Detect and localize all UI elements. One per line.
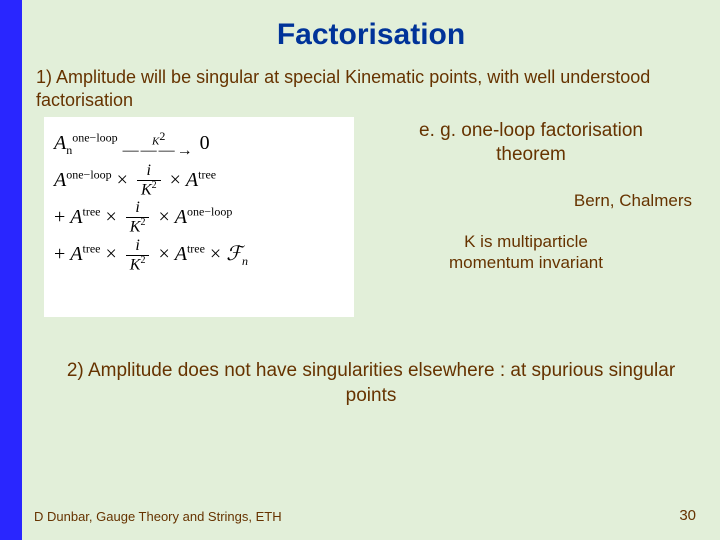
f-A: A: [54, 132, 66, 154]
slide-title: Factorisation: [22, 18, 720, 52]
theorem-l2: theorem: [496, 144, 566, 165]
f-A7: A: [175, 243, 187, 265]
f-A4: A: [70, 206, 82, 228]
page-number: 30: [679, 507, 696, 524]
bullet-1: 1) Amplitude will be singular at special…: [36, 66, 702, 111]
f-A2: A: [54, 169, 66, 191]
f-x1: ×: [117, 169, 128, 191]
f-ol2: one−loop: [66, 167, 111, 181]
f-x4: ×: [158, 206, 169, 228]
f-ol: one−loop: [72, 130, 117, 144]
f-tr3: tree: [83, 242, 101, 256]
frac-2: iK2: [126, 200, 150, 236]
citation: Bern, Chalmers: [360, 191, 692, 211]
left-sidebar: [0, 0, 22, 540]
note-text: K is multiparticle momentum invariant: [360, 231, 692, 274]
frac-3: iK2: [126, 238, 150, 274]
slide-body: Factorisation 1) Amplitude will be singu…: [22, 0, 720, 540]
f-zero: 0: [200, 132, 210, 154]
bullet-2: 2) Amplitude does not have singularities…: [62, 359, 680, 408]
frac-1: iK2: [137, 163, 161, 199]
arrow-icon: K2———→: [123, 130, 195, 160]
note-l1: K is multiparticle: [464, 232, 588, 251]
theorem-l1: e. g. one-loop factorisation: [419, 120, 643, 141]
f-tr2: tree: [83, 204, 101, 218]
f-x2: ×: [170, 169, 181, 191]
f-A5: A: [175, 206, 187, 228]
f-A6: A: [70, 243, 82, 265]
f-tr1: tree: [198, 167, 216, 181]
f-x5: ×: [105, 243, 116, 265]
right-column: e. g. one-loop factorisation theorem Ber…: [354, 117, 720, 317]
formula-image: Anone−loop K2———→ 0 Aone−loop × iK2 × At…: [44, 117, 354, 317]
theorem-text: e. g. one-loop factorisation theorem: [360, 119, 702, 167]
f-x3: ×: [105, 206, 116, 228]
f-tr4: tree: [187, 242, 205, 256]
f-ol3: one−loop: [187, 204, 232, 218]
f-x7: ×: [210, 243, 221, 265]
f-p1: +: [54, 206, 65, 228]
f-x6: ×: [158, 243, 169, 265]
f-p2: +: [54, 243, 65, 265]
f-n2: n: [242, 254, 248, 268]
footer-author: D Dunbar, Gauge Theory and Strings, ETH: [34, 509, 282, 524]
middle-row: Anone−loop K2———→ 0 Aone−loop × iK2 × At…: [22, 117, 720, 317]
note-l2: momentum invariant: [449, 253, 603, 272]
f-A3: A: [186, 169, 198, 191]
f-Fn: ℱ: [226, 243, 242, 265]
f-n: n: [66, 143, 72, 157]
